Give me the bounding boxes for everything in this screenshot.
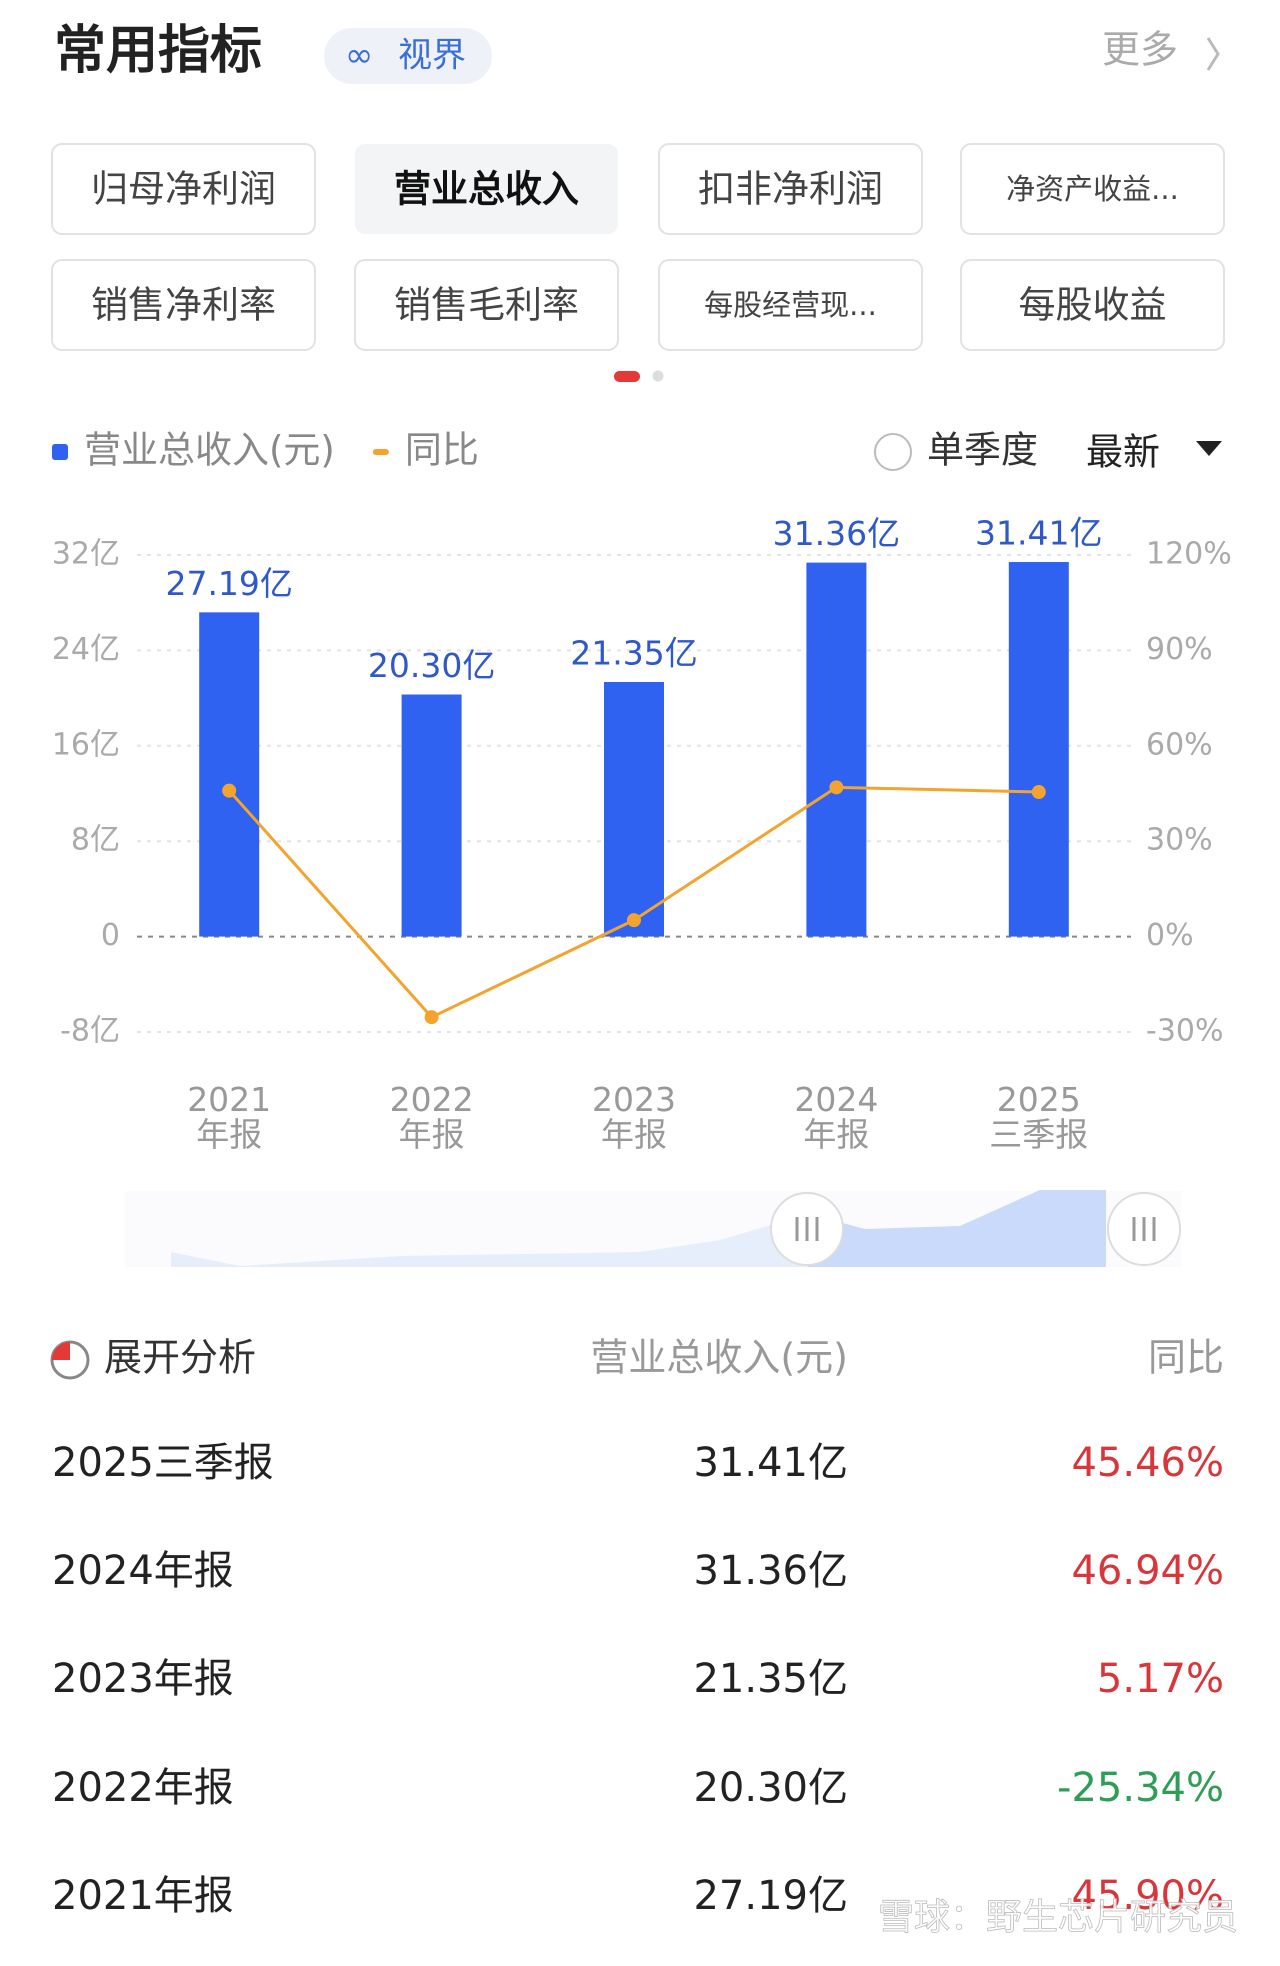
tab[interactable] <box>658 259 923 351</box>
y-tick-label: 8亿 <box>71 823 120 858</box>
column-header: 同比 <box>1148 1336 1224 1380</box>
y2-tick-label: 60% <box>1146 727 1213 762</box>
tab-label[interactable]: 净资产收益... <box>1006 172 1179 206</box>
legend-label: 营业总收入(元) <box>84 429 335 472</box>
page-dot-active <box>614 371 640 382</box>
x-tick-label: 2024 年报 <box>794 1080 879 1154</box>
tab[interactable] <box>51 259 316 351</box>
y-tick-label: -8亿 <box>60 1014 120 1049</box>
tab[interactable] <box>960 143 1225 235</box>
row-value: 27.19亿 <box>693 1873 848 1919</box>
tab-label[interactable]: 扣非净利润 <box>698 168 883 211</box>
sort-select[interactable]: 最新 <box>1086 431 1160 474</box>
bar <box>199 612 260 937</box>
x-tick-label: 2022 年报 <box>389 1080 474 1154</box>
row-period: 2024年报 <box>52 1548 234 1594</box>
expand-analysis[interactable]: 展开分析 <box>104 1336 256 1380</box>
row-period: 2022年报 <box>52 1765 234 1811</box>
handle-grip <box>1132 1217 1156 1241</box>
quarter-toggle[interactable]: 单季度 <box>927 429 1038 472</box>
tab[interactable] <box>355 144 618 234</box>
handle-grip <box>795 1217 819 1241</box>
watermark: 雪球：野生芯片研究员 <box>878 1897 1238 1938</box>
x-tick-label: 2023 年报 <box>592 1080 676 1154</box>
y2-tick-label: 90% <box>1146 632 1213 667</box>
bar <box>1008 562 1069 937</box>
tab[interactable] <box>658 143 923 235</box>
legend-swatch <box>372 449 389 455</box>
bar <box>806 562 867 937</box>
bar-value-label: 27.19亿 <box>165 564 292 603</box>
bar-value-label: 20.30亿 <box>368 646 495 685</box>
row-period: 2021年报 <box>52 1873 234 1919</box>
row-value: 31.36亿 <box>693 1548 848 1594</box>
yoy-point <box>1031 785 1046 800</box>
y-tick-label: 0 <box>101 918 120 953</box>
y2-tick-label: -30% <box>1146 1014 1224 1049</box>
y-tick-label: 32亿 <box>52 537 120 572</box>
bar-value-label: 31.41亿 <box>975 514 1102 553</box>
tab[interactable] <box>51 143 316 235</box>
more-chevron <box>1206 37 1220 71</box>
tab-label[interactable]: 每股收益 <box>1019 284 1167 327</box>
badge-icon: ∞ <box>345 36 373 76</box>
y2-tick-label: 120% <box>1146 537 1232 572</box>
row-yoy: 45.90% <box>1071 1873 1224 1919</box>
yoy-point <box>222 783 237 798</box>
legend-swatch <box>52 444 68 460</box>
yoy-point <box>627 913 641 928</box>
yoy-point <box>829 780 844 795</box>
badge-bg[interactable] <box>324 28 492 84</box>
row-period: 2025三季报 <box>52 1440 274 1486</box>
badge-label[interactable]: 视界 <box>398 36 466 76</box>
more-link[interactable]: 更多 <box>1102 28 1178 72</box>
tab-label[interactable]: 销售净利率 <box>91 284 276 327</box>
y-tick-label: 24亿 <box>52 632 120 667</box>
y-tick-label: 16亿 <box>52 727 120 762</box>
x-tick-label: 2025 三季报 <box>989 1080 1089 1154</box>
row-value: 31.41亿 <box>693 1440 848 1486</box>
column-header: 营业总收入(元) <box>590 1336 848 1380</box>
tab-label[interactable]: 营业总收入 <box>394 168 579 211</box>
tab-label[interactable]: 每股经营现... <box>704 288 877 322</box>
y2-tick-label: 30% <box>1146 823 1213 858</box>
analysis-icon-slice <box>52 1342 70 1360</box>
bar <box>604 682 664 937</box>
page-title: 常用指标 <box>54 21 262 81</box>
row-period: 2023年报 <box>52 1656 234 1702</box>
row-yoy: 45.46% <box>1071 1440 1224 1486</box>
legend-label: 同比 <box>405 429 479 472</box>
x-tick-label: 2021 年报 <box>187 1080 272 1154</box>
page-dot <box>652 370 664 382</box>
tab[interactable] <box>354 259 619 351</box>
bar-value-label: 21.35亿 <box>570 634 697 673</box>
dropdown-arrow[interactable] <box>1196 441 1222 456</box>
row-value: 20.30亿 <box>693 1765 848 1811</box>
row-yoy: 5.17% <box>1097 1656 1224 1702</box>
table-body: 2025三季报 31.41亿 45.46% 2024年报 31.36亿 46.94% 202… <box>52 1440 1224 1919</box>
row-yoy: -25.34% <box>1057 1765 1224 1811</box>
row-yoy: 46.94% <box>1071 1548 1224 1594</box>
yoy-point <box>424 1010 439 1025</box>
bar <box>401 694 462 937</box>
bar-value-label: 31.36亿 <box>773 514 900 553</box>
tab-group: 归母净利润 营业总收入 扣非净利润 净资产收益... 销售净利率 销售毛利率 每股经营现..… <box>51 143 1225 351</box>
radio-button[interactable] <box>874 433 912 471</box>
tab-label[interactable]: 归母净利润 <box>91 168 276 211</box>
navigator-selection <box>808 1190 1106 1267</box>
legend: 营业总收入(元) 同比 <box>52 429 479 472</box>
tab[interactable] <box>960 259 1225 351</box>
plot: 32亿 24亿 16亿 8亿 0 -8亿 120% 90% 60% 30% 0% -30% 27.19亿… <box>52 514 1232 1049</box>
tab-label[interactable]: 销售毛利率 <box>394 284 579 327</box>
row-value: 21.35亿 <box>693 1656 848 1702</box>
y2-tick-label: 0% <box>1146 918 1194 953</box>
